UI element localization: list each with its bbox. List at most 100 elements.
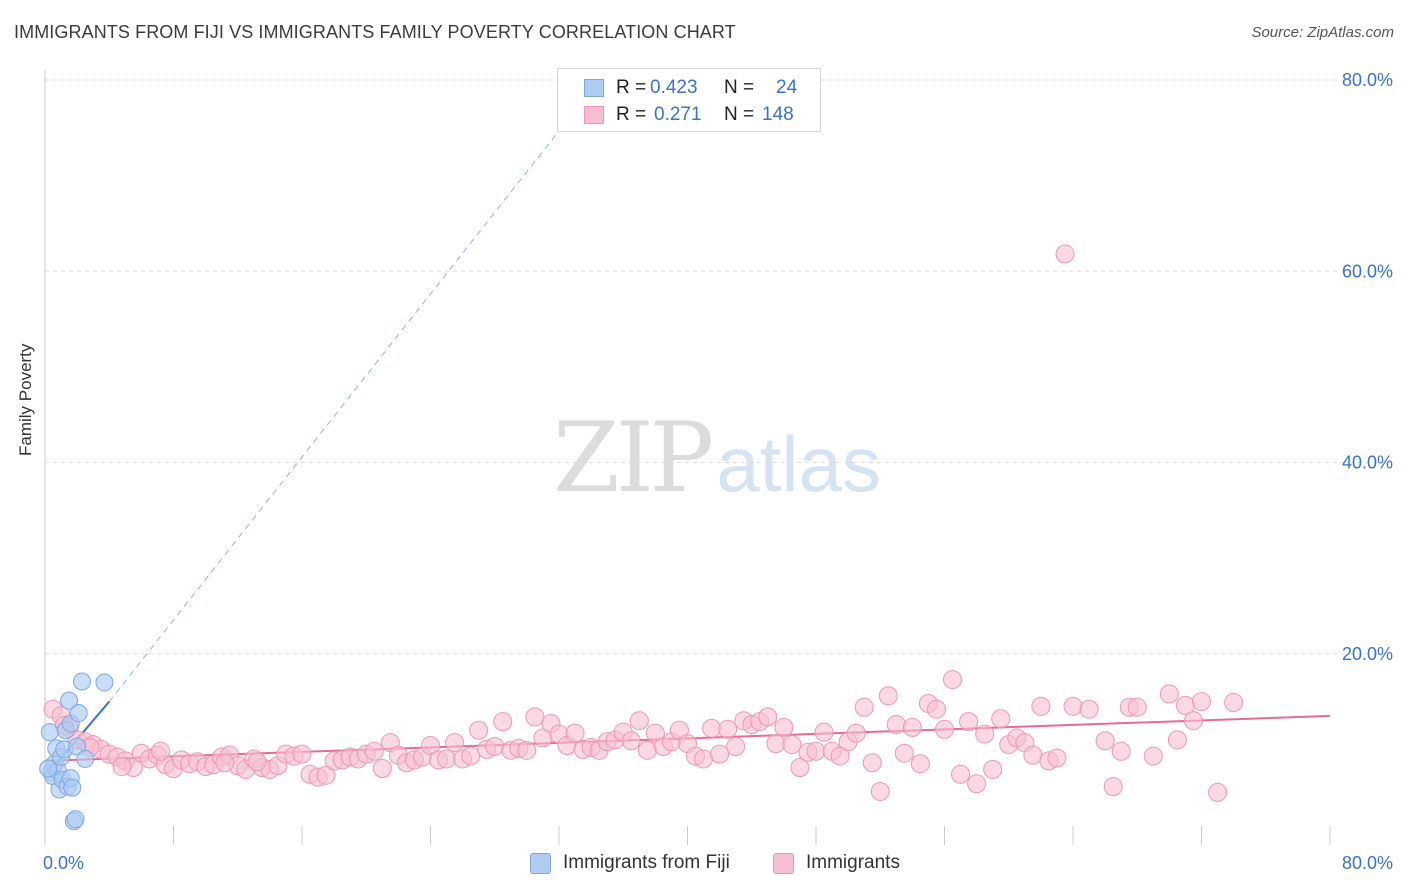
chart-title: IMMIGRANTS FROM FIJI VS IMMIGRANTS FAMIL…	[14, 22, 736, 42]
data-point-immigrants	[372, 759, 392, 778]
watermark-atlas: atlas	[716, 420, 881, 508]
axis-layer	[44, 70, 1331, 845]
data-point-immigrants	[493, 712, 513, 732]
data-point-immigrants	[926, 699, 946, 719]
data-point-immigrants	[1047, 748, 1067, 768]
data-point-immigrants	[814, 722, 834, 742]
trend-layer	[44, 79, 1331, 774]
legend-swatch-immigrants	[584, 106, 604, 124]
data-point-immigrants	[1224, 693, 1244, 713]
data-point-immigrants	[975, 724, 995, 744]
legend-swatch-fiji	[530, 853, 551, 874]
data-point-immigrants	[830, 746, 850, 766]
data-point-immigrants	[1183, 711, 1203, 731]
immigrants-points	[43, 244, 1244, 802]
legend-n-value: 24	[776, 77, 798, 98]
data-point-immigrants	[1095, 731, 1115, 751]
data-point-immigrants	[846, 723, 866, 743]
data-point-fiji	[76, 749, 95, 768]
data-point-fiji	[95, 673, 114, 692]
data-point-immigrants	[637, 740, 657, 760]
x-tick-label: 0.0%	[43, 853, 84, 873]
data-point-immigrants	[694, 749, 714, 769]
legend-r-label: R =	[616, 104, 647, 125]
data-point-immigrants	[1208, 782, 1228, 802]
data-point-immigrants	[1111, 741, 1131, 761]
data-point-immigrants	[766, 734, 786, 754]
data-point-immigrants	[112, 757, 132, 777]
data-point-immigrants	[565, 723, 585, 743]
legend-n-label: N =	[724, 77, 755, 98]
data-point-immigrants	[943, 670, 963, 690]
data-point-immigrants	[886, 715, 906, 735]
data-point-fiji	[69, 704, 88, 723]
data-point-fiji	[39, 759, 58, 778]
data-point-immigrants	[517, 740, 537, 760]
data-point-immigrants	[710, 744, 730, 764]
data-point-immigrants	[1023, 745, 1043, 765]
data-point-immigrants	[151, 741, 171, 761]
legend-r-label: R =	[616, 77, 647, 98]
y-tick-label: 80.0%	[1342, 70, 1393, 90]
data-point-immigrants	[726, 737, 746, 757]
data-point-immigrants	[862, 753, 882, 773]
data-point-immigrants	[1063, 696, 1083, 716]
watermark: ZIPatlas	[553, 402, 881, 514]
legend-n-label: N =	[724, 104, 755, 125]
data-point-immigrants	[525, 707, 545, 727]
legend-label-immigrants: Immigrants	[806, 852, 900, 873]
legend-swatch-fiji	[584, 79, 604, 97]
legend-row-fiji: R = 0.423 N = 24	[558, 75, 820, 101]
data-point-immigrants	[1103, 777, 1123, 797]
data-point-immigrants	[437, 749, 457, 769]
legend-n-value: 148	[762, 104, 794, 125]
legend-label-fiji: Immigrants from Fiji	[563, 852, 730, 873]
data-point-immigrants	[702, 718, 722, 738]
data-point-immigrants	[621, 731, 641, 751]
data-point-fiji	[60, 691, 79, 710]
trendline-fiji-extension	[108, 79, 600, 702]
data-point-immigrants	[1127, 697, 1147, 717]
data-point-immigrants	[1143, 746, 1163, 766]
legend-row-immigrants: R = 0.271 N = 148	[558, 102, 820, 128]
data-point-immigrants	[1031, 696, 1051, 716]
data-point-immigrants	[1079, 699, 1099, 719]
data-point-immigrants	[1159, 684, 1179, 704]
data-point-immigrants	[629, 711, 649, 731]
data-point-immigrants	[461, 746, 481, 766]
data-point-fiji	[63, 778, 82, 797]
fiji-points	[39, 672, 114, 831]
data-point-immigrants	[1192, 692, 1211, 712]
data-point-immigrants	[445, 733, 465, 753]
grid-layer	[45, 79, 1392, 655]
y-tick-label: 40.0%	[1342, 453, 1393, 473]
data-point-immigrants	[421, 736, 440, 756]
tick-label-layer: 20.0% 40.0% 60.0% 80.0% 0.0% 80.0%	[43, 70, 1393, 873]
data-point-immigrants	[951, 764, 971, 784]
data-point-fiji	[66, 810, 85, 829]
x-tick-label: 80.0%	[1342, 853, 1393, 873]
data-point-immigrants	[758, 707, 778, 727]
data-point-immigrants	[215, 753, 235, 773]
data-point-immigrants	[967, 774, 987, 794]
data-point-immigrants	[485, 737, 505, 757]
data-point-immigrants	[316, 765, 336, 785]
y-tick-label: 60.0%	[1342, 261, 1393, 281]
source-label: Source: ZipAtlas.com	[1251, 24, 1394, 41]
data-point-immigrants	[902, 717, 922, 737]
data-point-immigrants	[894, 743, 914, 763]
legend-r-value: 0.271	[654, 104, 702, 125]
y-axis-label: Family Poverty	[16, 343, 35, 456]
data-point-immigrants	[790, 758, 810, 778]
data-point-immigrants	[854, 697, 874, 717]
data-point-immigrants	[1055, 244, 1075, 264]
legend-r-value: 0.423	[650, 77, 698, 98]
data-point-immigrants	[991, 709, 1011, 729]
y-tick-label: 20.0%	[1342, 644, 1393, 664]
data-point-fiji	[72, 672, 91, 691]
data-point-immigrants	[247, 752, 267, 772]
correlation-legend: R = 0.423 N = 24 R = 0.271 N = 148	[557, 68, 821, 132]
data-point-immigrants	[959, 712, 979, 732]
data-point-immigrants	[1167, 730, 1187, 750]
